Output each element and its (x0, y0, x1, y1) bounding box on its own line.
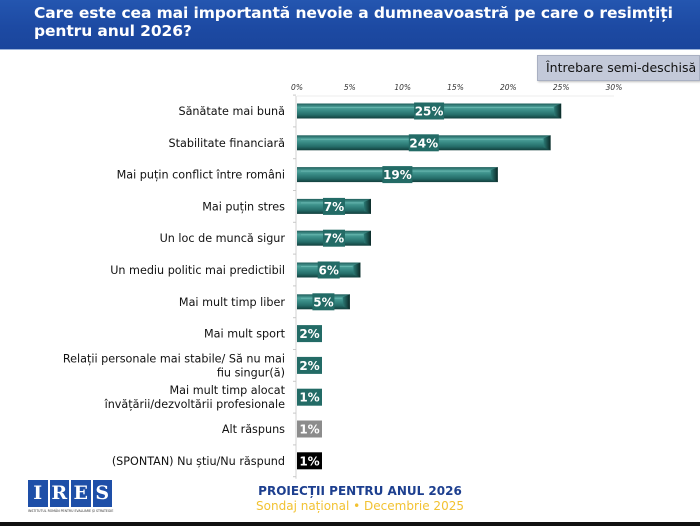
value-label-box (382, 166, 413, 184)
category-label: Un loc de muncă sigur (160, 232, 286, 245)
bar (297, 420, 322, 438)
category-label: Sănătate mai bună (178, 105, 285, 118)
value-label-box (322, 229, 345, 247)
bar-group: 19% (297, 166, 498, 184)
bar-end-bevel (363, 198, 371, 214)
header-banner: Care este cea mai importantă nevoie a du… (0, 0, 700, 50)
x-tick-label: 30% (606, 83, 623, 92)
bar (297, 452, 322, 470)
value-label: 2% (299, 327, 319, 341)
value-label: 1% (299, 423, 319, 437)
category-label: Alt răspuns (222, 423, 285, 436)
bar-group: 7% (297, 197, 371, 215)
value-label: 7% (324, 232, 344, 246)
bar-end-bevel (543, 135, 551, 151)
value-label-box (317, 261, 340, 279)
footer-title: PROIECȚII PENTRU ANUL 2026 (258, 484, 462, 498)
value-label-box (414, 102, 445, 120)
logo-letter: I (28, 480, 48, 507)
bar (297, 356, 322, 374)
bar-group: 24% (297, 134, 551, 152)
value-label-box (312, 293, 335, 311)
bar (297, 325, 322, 343)
category-label: Mai mult timp liber (179, 296, 285, 309)
value-label: 19% (383, 168, 412, 182)
bottom-border (0, 522, 700, 526)
x-tick-label: 10% (394, 83, 411, 92)
question-title: Care este cea mai importantă nevoie a du… (34, 4, 673, 40)
x-tick-label: 5% (344, 83, 356, 92)
bar-group: 1% (297, 452, 322, 470)
logo-letter: E (71, 480, 91, 507)
bar-group: 6% (297, 261, 361, 279)
x-tick-label: 20% (500, 83, 517, 92)
bar (297, 388, 322, 406)
footer-subtitle: Sondaj național • Decembrie 2025 (256, 499, 464, 513)
logo-letter: S (92, 480, 112, 507)
bar-end-bevel (554, 103, 562, 119)
x-tick-label: 15% (447, 83, 464, 92)
bar-group: 1% (297, 420, 322, 438)
value-label: 2% (299, 359, 319, 373)
x-tick-label: 0% (291, 83, 303, 92)
bar-group: 25% (297, 102, 562, 120)
value-label-box (322, 197, 345, 215)
category-label: Stabilitate financiară (169, 137, 286, 150)
bar-group: 1% (297, 388, 322, 406)
value-label: 1% (299, 454, 319, 468)
logo-letter: R (49, 480, 69, 507)
question-type-badge: Întrebare semi-deschisă (537, 55, 700, 81)
bar-end-bevel (363, 230, 371, 246)
value-label: 5% (313, 295, 333, 309)
logo-tagline: INSTITUTUL ROMÂN PENTRU EVALUARE ȘI STRA… (28, 509, 114, 513)
bar-group: 2% (297, 325, 322, 343)
bar-group: 2% (297, 356, 322, 374)
bar-end-bevel (490, 167, 498, 183)
category-label: Un mediu politic mai predictibil (110, 264, 285, 277)
value-label: 6% (319, 264, 339, 278)
bar-end-bevel (353, 262, 361, 278)
value-label-box (408, 134, 439, 152)
bar-group: 5% (297, 293, 350, 311)
category-label: Relații personale mai stabile/ Să nu mai… (63, 352, 285, 379)
x-tick-label: 25% (553, 83, 570, 92)
category-label: Mai mult timp alocat învățării/dezvoltări… (104, 384, 286, 411)
bar-group: 7% (297, 229, 371, 247)
category-label: Mai puțin conflict între români (117, 169, 285, 182)
bar-end-bevel (342, 294, 350, 310)
value-label: 25% (415, 105, 444, 119)
value-label: 7% (324, 200, 344, 214)
category-label: Mai puțin stres (202, 200, 285, 213)
value-label: 1% (299, 391, 319, 405)
category-label: (SPONTAN) Nu știu/Nu răspund (112, 455, 285, 468)
category-label: Mai mult sport (204, 328, 286, 341)
value-label: 24% (409, 136, 438, 150)
bar-chart: 0% 5% 10% 15% 20% 25% 30% Sănătate mai bună Sta… (63, 83, 623, 479)
